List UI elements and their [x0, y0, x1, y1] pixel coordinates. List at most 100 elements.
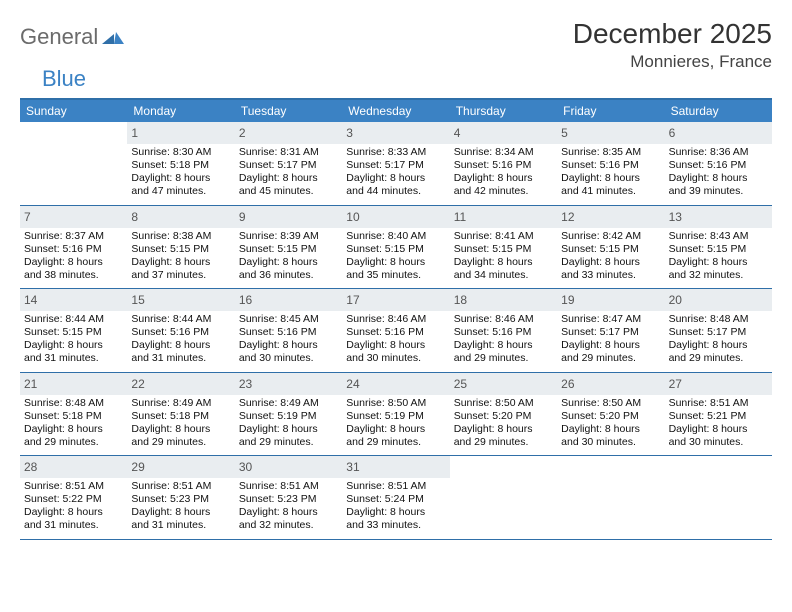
- day-info: Sunrise: 8:34 AMSunset: 5:16 PMDaylight:…: [454, 146, 553, 199]
- day-number: 3: [346, 126, 353, 140]
- location-label: Monnieres, France: [573, 52, 772, 72]
- day-number-row: 13: [665, 206, 772, 228]
- calendar-day-cell: 22 Sunrise: 8:49 AMSunset: 5:18 PMDayligh…: [127, 373, 234, 456]
- calendar: SundayMondayTuesdayWednesdayThursdayFrid…: [20, 98, 772, 540]
- calendar-day-cell: 13 Sunrise: 8:43 AMSunset: 5:15 PMDayligh…: [665, 206, 772, 289]
- day-number-row: 31: [342, 456, 449, 478]
- day-info: Sunrise: 8:49 AMSunset: 5:19 PMDaylight:…: [239, 397, 338, 450]
- day-number-row: 1: [127, 122, 234, 144]
- day-info: Sunrise: 8:46 AMSunset: 5:16 PMDaylight:…: [346, 313, 445, 366]
- day-info: Sunrise: 8:50 AMSunset: 5:19 PMDaylight:…: [346, 397, 445, 450]
- calendar-day-cell: 27Sunrise: 8:51 AMSunset: 5:21 PMDayligh…: [665, 373, 772, 456]
- calendar-week-row: 21Sunrise: 8:48 AMSunset: 5:18 PMDayligh…: [20, 373, 772, 457]
- day-info: Sunrise: 8:36 AMSunset: 5:16 PMDaylight:…: [669, 146, 768, 199]
- day-number: 5: [561, 126, 568, 140]
- day-number: 22: [131, 377, 144, 391]
- day-number-row: 22: [127, 373, 234, 395]
- day-number: 16: [239, 293, 252, 307]
- calendar-day-cell: 5Sunrise: 8:35 AMSunset: 5:16 PMDaylight…: [557, 122, 664, 205]
- title-block: December 2025 Monnieres, France: [573, 18, 772, 72]
- day-number: 7: [24, 210, 31, 224]
- day-number: 20: [669, 293, 682, 307]
- day-info: Sunrise: 8:46 AMSunset: 5:16 PMDaylight:…: [454, 313, 553, 366]
- day-number: 27: [669, 377, 682, 391]
- calendar-day-cell: 16Sunrise: 8:45 AMSunset: 5:16 PMDayligh…: [235, 289, 342, 372]
- calendar-week-row: 1Sunrise: 8:30 AMSunset: 5:18 PMDaylight…: [20, 122, 772, 206]
- calendar-day-cell: 7 Sunrise: 8:37 AMSunset: 5:16 PMDaylight…: [20, 206, 127, 289]
- calendar-header-cell: Friday: [557, 100, 664, 122]
- day-info: Sunrise: 8:51 AMSunset: 5:24 PMDaylight:…: [346, 480, 445, 533]
- calendar-day-cell: 14Sunrise: 8:44 AMSunset: 5:15 PMDayligh…: [20, 289, 127, 372]
- calendar-day-cell: 28Sunrise: 8:51 AMSunset: 5:22 PMDayligh…: [20, 456, 127, 539]
- calendar-week-row: 7 Sunrise: 8:37 AMSunset: 5:16 PMDaylight…: [20, 206, 772, 290]
- day-number: 14: [24, 293, 37, 307]
- day-number-row: 3: [342, 122, 449, 144]
- day-number-row: 24: [342, 373, 449, 395]
- calendar-day-cell: 19 Sunrise: 8:47 AMSunset: 5:17 PMDayligh…: [557, 289, 664, 372]
- calendar-day-cell: 12Sunrise: 8:42 AMSunset: 5:15 PMDayligh…: [557, 206, 664, 289]
- calendar-day-cell: [665, 456, 772, 539]
- day-number-row: 10: [342, 206, 449, 228]
- calendar-day-cell: 23Sunrise: 8:49 AMSunset: 5:19 PMDayligh…: [235, 373, 342, 456]
- logo-mark-icon: [102, 26, 124, 49]
- day-number-row: 18: [450, 289, 557, 311]
- day-info: Sunrise: 8:43 AMSunset: 5:15 PMDaylight:…: [669, 230, 768, 283]
- calendar-day-cell: [557, 456, 664, 539]
- day-info: Sunrise: 8:42 AMSunset: 5:15 PMDaylight:…: [561, 230, 660, 283]
- calendar-day-cell: 2Sunrise: 8:31 AMSunset: 5:17 PMDaylight…: [235, 122, 342, 205]
- day-number-row: 8: [127, 206, 234, 228]
- calendar-day-cell: [450, 456, 557, 539]
- day-info: Sunrise: 8:37 AMSunset: 5:16 PMDaylight:…: [24, 230, 123, 283]
- day-number-row: 4: [450, 122, 557, 144]
- calendar-header-cell: Thursday: [450, 100, 557, 122]
- day-number: 8: [131, 210, 138, 224]
- day-number: 26: [561, 377, 574, 391]
- calendar-day-cell: 4Sunrise: 8:34 AMSunset: 5:16 PMDaylight…: [450, 122, 557, 205]
- day-number-row: 28: [20, 456, 127, 478]
- calendar-day-cell: 15Sunrise: 8:44 AMSunset: 5:16 PMDayligh…: [127, 289, 234, 372]
- day-info: Sunrise: 8:31 AMSunset: 5:17 PMDaylight:…: [239, 146, 338, 199]
- calendar-day-cell: 9Sunrise: 8:39 AMSunset: 5:15 PMDaylight…: [235, 206, 342, 289]
- calendar-day-cell: 18 Sunrise: 8:46 AMSunset: 5:16 PMDayligh…: [450, 289, 557, 372]
- calendar-header-cell: Monday: [127, 100, 234, 122]
- day-number: 24: [346, 377, 359, 391]
- day-info: Sunrise: 8:51 AMSunset: 5:23 PMDaylight:…: [239, 480, 338, 533]
- day-number: 18: [454, 293, 467, 307]
- calendar-day-cell: 17 Sunrise: 8:46 AMSunset: 5:16 PMDayligh…: [342, 289, 449, 372]
- day-number-row: 12: [557, 206, 664, 228]
- day-number-row: 7: [20, 206, 127, 228]
- day-number-row: 23: [235, 373, 342, 395]
- day-number-row: 5: [557, 122, 664, 144]
- day-info: Sunrise: 8:39 AMSunset: 5:15 PMDaylight:…: [239, 230, 338, 283]
- day-info: Sunrise: 8:38 AMSunset: 5:15 PMDaylight:…: [131, 230, 230, 283]
- calendar-day-cell: [20, 122, 127, 205]
- logo: General: [20, 18, 126, 50]
- calendar-day-cell: 3Sunrise: 8:33 AMSunset: 5:17 PMDaylight…: [342, 122, 449, 205]
- day-number: 29: [131, 460, 144, 474]
- calendar-day-cell: 24 Sunrise: 8:50 AMSunset: 5:19 PMDayligh…: [342, 373, 449, 456]
- day-number-row: 26: [557, 373, 664, 395]
- day-number-row: 17: [342, 289, 449, 311]
- calendar-week-row: 28Sunrise: 8:51 AMSunset: 5:22 PMDayligh…: [20, 456, 772, 540]
- calendar-day-cell: 31 Sunrise: 8:51 AMSunset: 5:24 PMDayligh…: [342, 456, 449, 539]
- day-number: 10: [346, 210, 359, 224]
- day-info: Sunrise: 8:41 AMSunset: 5:15 PMDaylight:…: [454, 230, 553, 283]
- day-info: Sunrise: 8:40 AMSunset: 5:15 PMDaylight:…: [346, 230, 445, 283]
- day-number: 17: [346, 293, 359, 307]
- logo-text-blue: Blue: [42, 66, 86, 91]
- day-number-row: 25: [450, 373, 557, 395]
- day-info: Sunrise: 8:49 AMSunset: 5:18 PMDaylight:…: [131, 397, 230, 450]
- day-info: Sunrise: 8:51 AMSunset: 5:23 PMDaylight:…: [131, 480, 230, 533]
- day-number: 31: [346, 460, 359, 474]
- calendar-day-cell: 8 Sunrise: 8:38 AMSunset: 5:15 PMDaylight…: [127, 206, 234, 289]
- day-number-row: 15: [127, 289, 234, 311]
- day-number: 6: [669, 126, 676, 140]
- day-info: Sunrise: 8:47 AMSunset: 5:17 PMDaylight:…: [561, 313, 660, 366]
- calendar-header-cell: Wednesday: [342, 100, 449, 122]
- calendar-header-cell: Sunday: [20, 100, 127, 122]
- calendar-day-cell: 1Sunrise: 8:30 AMSunset: 5:18 PMDaylight…: [127, 122, 234, 205]
- day-number: 13: [669, 210, 682, 224]
- day-number-row: 6: [665, 122, 772, 144]
- day-number: 19: [561, 293, 574, 307]
- page-title: December 2025: [573, 18, 772, 50]
